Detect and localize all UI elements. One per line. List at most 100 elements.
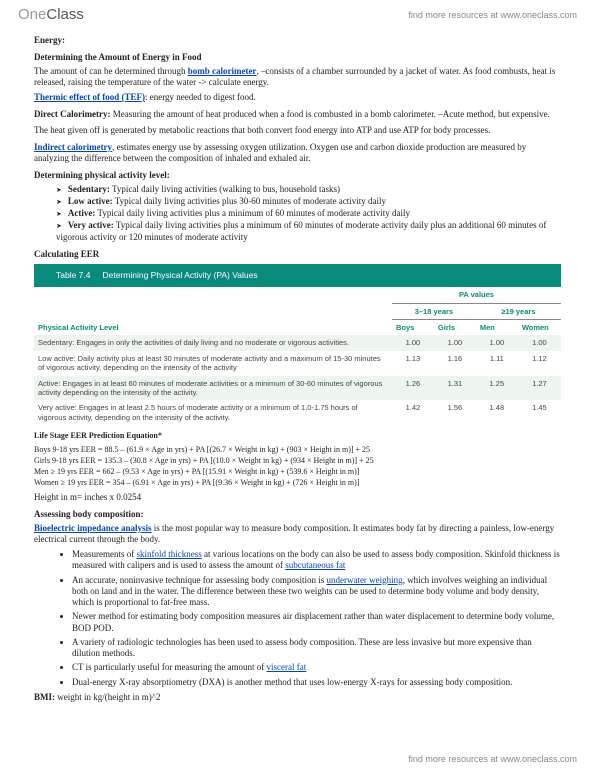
logo-light: One xyxy=(18,6,46,23)
t: 1.45 xyxy=(518,400,561,425)
link-tef[interactable]: Thermic effect of food (TEF) xyxy=(34,92,145,102)
para-bia: Bioelectric impedance analysis is the mo… xyxy=(34,523,561,546)
t: Sedentary: Engages in only the activitie… xyxy=(34,335,392,350)
para-direct: Direct Calorimetry: Measuring the amount… xyxy=(34,109,561,120)
para-indirect: Indirect calorimetry, estimates energy u… xyxy=(34,142,561,165)
t: Physical Activity Level xyxy=(34,320,392,336)
t: Typical daily living activities (walking… xyxy=(110,184,340,194)
heading-life-stage: Life Stage EER Prediction Equation* xyxy=(34,431,561,441)
t: Measurements of xyxy=(72,549,136,559)
t: Women ≥ 19 yrs EER = 354 – (6.91 × Age i… xyxy=(34,478,561,488)
eer-equations: Boys 9-18 yrs EER = 88.5 – (61.9 × Age i… xyxy=(34,445,561,488)
t: Table 7.4 xyxy=(56,270,91,280)
t: 1.48 xyxy=(476,400,518,425)
t: 1.00 xyxy=(476,335,518,350)
table-row: Low active: Daily activity plus at least… xyxy=(34,351,561,376)
link-visceral[interactable]: visceral fat xyxy=(267,662,307,672)
logo-dark: Class xyxy=(46,6,84,23)
t: 1.42 xyxy=(392,400,434,425)
t: 3–18 years xyxy=(392,303,476,319)
para-bomb: The amount of can be determined through … xyxy=(34,66,561,89)
t: Boys xyxy=(392,320,434,336)
t: 1.31 xyxy=(434,376,476,401)
t: Sedentary: xyxy=(68,184,110,194)
t: weight in kg/(height in m)^2 xyxy=(55,692,160,702)
table-row: PA values xyxy=(34,287,561,303)
table-row: 3–18 years ≥19 years xyxy=(34,303,561,319)
t: 1.25 xyxy=(476,376,518,401)
t: Girls 9-18 yrs EER = 135.3 – (30.8 × Age… xyxy=(34,456,561,466)
page-content: Energy: Determining the Amount of Energy… xyxy=(0,25,595,703)
link-skinfold[interactable]: skinfold thickness xyxy=(136,549,201,559)
t: Boys 9-18 yrs EER = 88.5 – (61.9 × Age i… xyxy=(34,445,561,455)
heading-energy: Energy: xyxy=(34,35,561,46)
link-bomb-calorimeter[interactable]: bomb calorimeter xyxy=(188,66,257,76)
t: CT is particularly useful for measuring … xyxy=(72,662,267,672)
t: ≥19 years xyxy=(476,303,561,319)
t: Typical daily living activities plus 30-… xyxy=(113,196,386,206)
list-item: Very active: Typical daily living activi… xyxy=(56,220,561,243)
para-tef: Thermic effect of food (TEF): energy nee… xyxy=(34,92,561,103)
heading-assess: Assessing body composition: xyxy=(34,509,561,520)
assess-list: Measurements of skinfold thickness at va… xyxy=(34,549,561,688)
para-direct2: The heat given off is generated by metab… xyxy=(34,125,561,136)
t: 1.56 xyxy=(434,400,476,425)
t: Men xyxy=(476,320,518,336)
link-underwater[interactable]: underwater weighing xyxy=(326,575,402,585)
table-row: Sedentary: Engages in only the activitie… xyxy=(34,335,561,350)
t: Determining Physical Activity (PA) Value… xyxy=(103,270,258,280)
pa-table: PA values 3–18 years ≥19 years Physical … xyxy=(34,287,561,425)
t: BMI: xyxy=(34,692,55,702)
list-item: Newer method for estimating body composi… xyxy=(72,611,561,634)
label-direct: Direct Calorimetry: xyxy=(34,109,111,119)
t: Very active: xyxy=(68,220,114,230)
pal-list: Sedentary: Typical daily living activiti… xyxy=(34,184,561,243)
list-item: Sedentary: Typical daily living activiti… xyxy=(56,184,561,195)
t: Low active: xyxy=(68,196,113,206)
t: 1.00 xyxy=(392,335,434,350)
list-item: An accurate, noninvasive technique for a… xyxy=(72,575,561,609)
t: Very active: Engages in at least 2.5 hou… xyxy=(34,400,392,425)
para-bmi: BMI: weight in kg/(height in m)^2 xyxy=(34,692,561,703)
list-item: CT is particularly useful for measuring … xyxy=(72,662,561,673)
t: Women xyxy=(518,320,561,336)
logo: OneClass xyxy=(18,6,84,23)
list-item: Dual-energy X-ray absorptiometry (DXA) i… xyxy=(72,677,561,688)
list-item: A variety of radiologic technologies has… xyxy=(72,637,561,660)
list-item: Low active: Typical daily living activit… xyxy=(56,196,561,207)
height-note: Height in m= inches x 0.0254 xyxy=(34,492,561,503)
t: Measuring the amount of heat produced wh… xyxy=(111,109,550,119)
heading-determining: Determining the Amount of Energy in Food xyxy=(34,52,561,63)
t: 1.27 xyxy=(518,376,561,401)
t: Active: xyxy=(68,208,95,218)
t: An accurate, noninvasive technique for a… xyxy=(72,575,326,585)
t: : energy needed to digest food. xyxy=(145,92,256,102)
list-item: Measurements of skinfold thickness at va… xyxy=(72,549,561,572)
t: 1.11 xyxy=(476,351,518,376)
pa-table-header: Table 7.4 Determining Physical Activity (… xyxy=(34,264,561,287)
link-indirect[interactable]: Indirect calorimetry xyxy=(34,142,112,152)
t: 1.00 xyxy=(434,335,476,350)
table-row: Very active: Engages in at least 2.5 hou… xyxy=(34,400,561,425)
col-group: PA values xyxy=(392,287,561,303)
link-subcutaneous[interactable]: subcutaneous fat xyxy=(285,560,345,570)
t: 1.00 xyxy=(518,335,561,350)
tagline-top: find more resources at www.oneclass.com xyxy=(408,10,577,20)
t: Typical daily living activities plus a m… xyxy=(95,208,410,218)
topbar: OneClass find more resources at www.onec… xyxy=(0,0,595,25)
link-bia[interactable]: Bioelectric impedance analysis xyxy=(34,523,151,533)
pa-table-wrap: Table 7.4 Determining Physical Activity (… xyxy=(34,264,561,425)
t: 1.26 xyxy=(392,376,434,401)
heading-pal: Determining physical activity level: xyxy=(34,170,561,181)
t: The amount of can be determined through xyxy=(34,66,188,76)
table-row: Physical Activity Level Boys Girls Men W… xyxy=(34,320,561,336)
t: 1.13 xyxy=(392,351,434,376)
t: 1.12 xyxy=(518,351,561,376)
heading-eer: Calculating EER xyxy=(34,249,561,260)
t: Low active: Daily activity plus at least… xyxy=(34,351,392,376)
t: Typical daily living activities plus a m… xyxy=(56,220,546,241)
t: Active: Engages in at least 60 minutes o… xyxy=(34,376,392,401)
t: Men ≥ 19 yrs EER = 662 – (9.53 × Age in … xyxy=(34,467,561,477)
table-row: Active: Engages in at least 60 minutes o… xyxy=(34,376,561,401)
tagline-bottom: find more resources at www.oneclass.com xyxy=(408,754,577,764)
